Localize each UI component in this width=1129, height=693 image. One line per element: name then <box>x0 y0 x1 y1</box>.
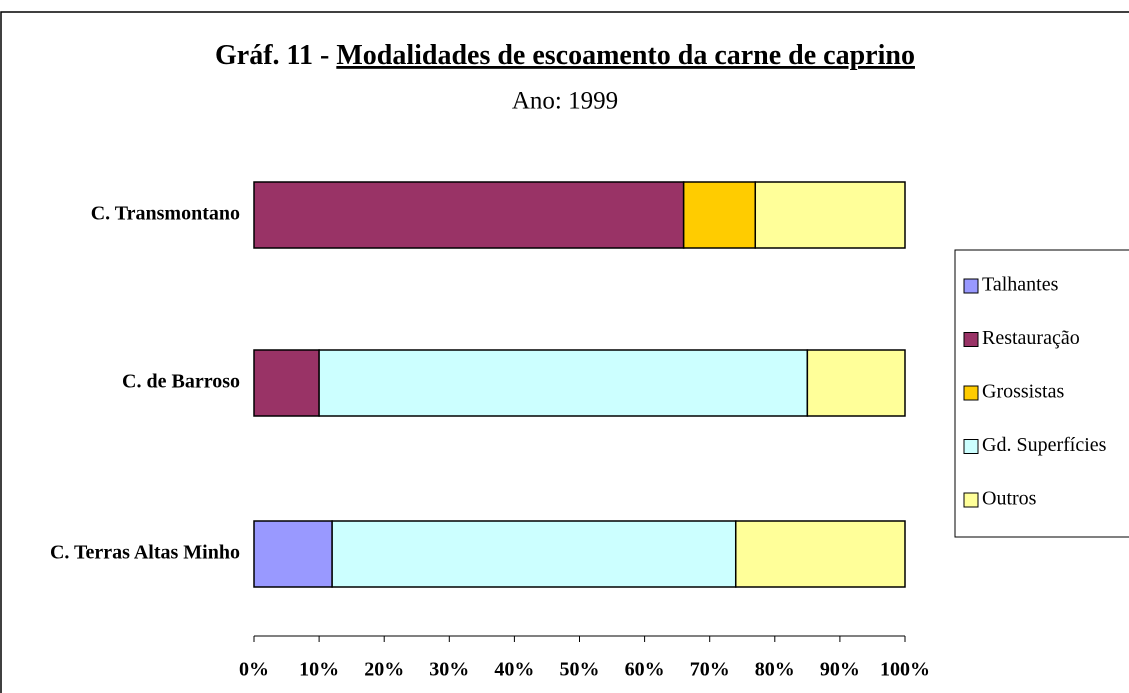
legend-box <box>954 249 1129 538</box>
bar-segment <box>331 520 737 588</box>
x-tick-label: 60% <box>625 659 665 681</box>
x-tick-label: 40% <box>494 659 534 681</box>
legend-label: Restauração <box>982 327 1080 349</box>
chart-subtitle: Ano: 1999 <box>512 88 618 115</box>
x-tick-label: 100% <box>880 659 930 681</box>
bar-segment <box>806 349 906 417</box>
legend-swatch <box>963 332 979 347</box>
x-tick-label: 10% <box>299 659 339 681</box>
y-tick-label: C. de Barroso <box>122 371 240 393</box>
x-tick-label: 30% <box>429 659 469 681</box>
title-text: Modalidades de escoamento da carne de ca… <box>336 40 915 71</box>
legend-swatch <box>963 439 979 454</box>
bar-segment <box>734 520 906 588</box>
bar-segment <box>318 349 809 417</box>
bar-segment <box>253 349 320 417</box>
chart-title: Gráf. 11 - Modalidades de escoamento da … <box>215 40 915 71</box>
legend-label: Talhantes <box>982 274 1059 296</box>
bar-segment <box>754 181 906 249</box>
legend-label: Gd. Superfícies <box>982 434 1107 456</box>
bar-segment <box>253 181 685 249</box>
bar-segment <box>682 181 757 249</box>
bar-segment <box>253 520 333 588</box>
x-tick-label: 90% <box>820 659 860 681</box>
x-tick-label: 80% <box>755 659 795 681</box>
y-tick-label: C. Transmontano <box>91 203 240 225</box>
x-tick-label: 0% <box>239 659 269 681</box>
x-tick-label: 50% <box>560 659 600 681</box>
x-tick-label: 20% <box>364 659 404 681</box>
legend-label: Outros <box>982 488 1037 510</box>
legend-swatch <box>963 492 979 508</box>
legend-label: Grossistas <box>982 381 1064 403</box>
legend-swatch <box>963 278 979 294</box>
title-number: Gráf. 11 - <box>215 40 329 71</box>
legend-swatch <box>963 385 979 401</box>
x-tick-label: 70% <box>690 659 730 681</box>
y-tick-label: C. Terras Altas Minho <box>50 542 240 564</box>
